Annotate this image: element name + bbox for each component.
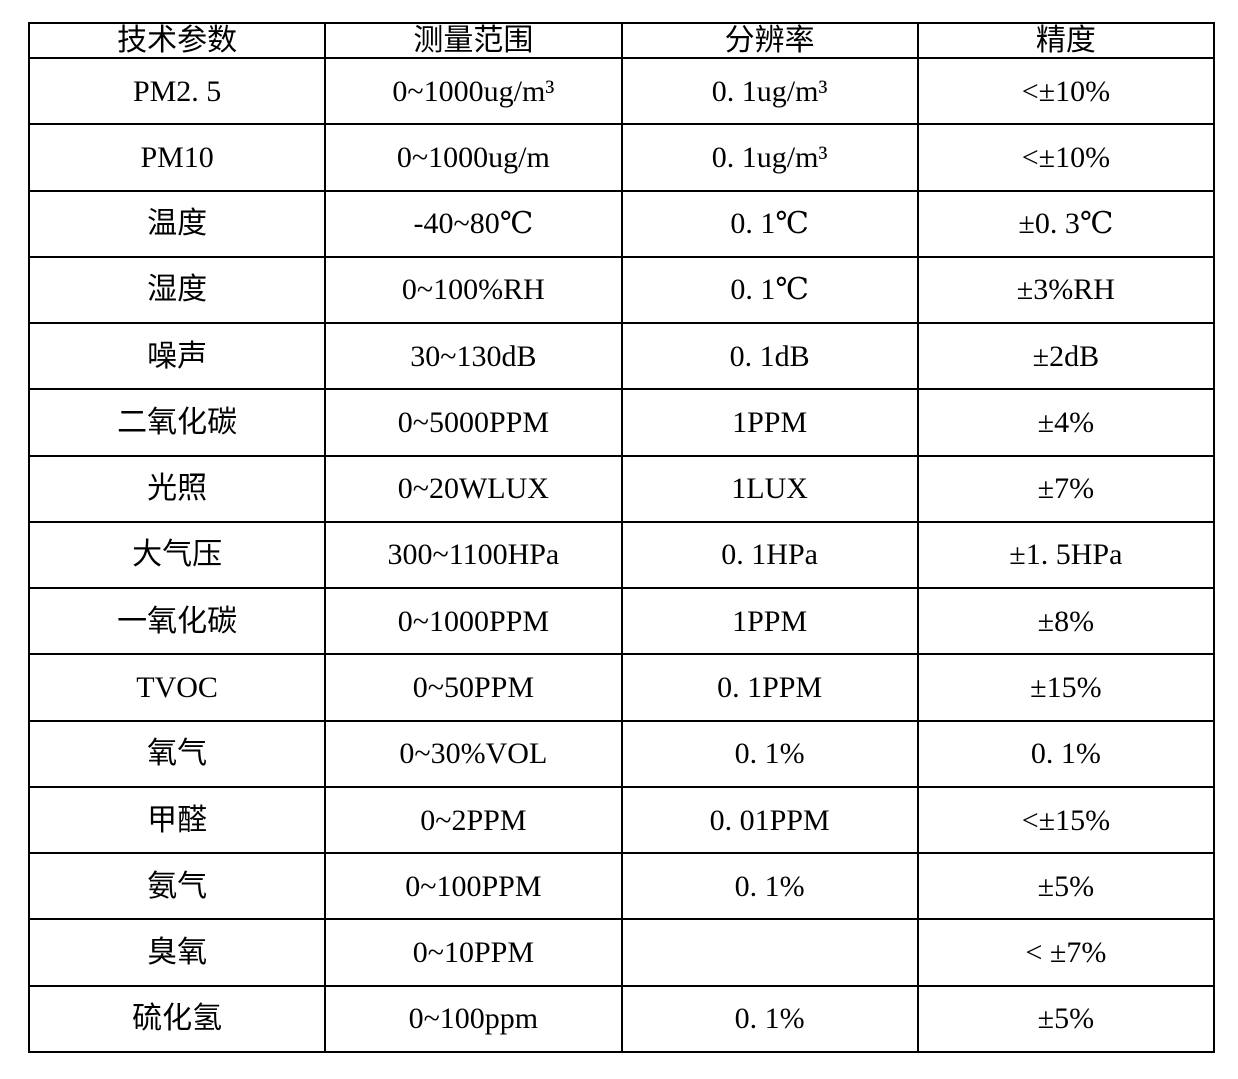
accuracy-cell: ±0. 3℃	[916, 189, 1216, 258]
range-cell: 0~20WLUX	[324, 454, 623, 523]
accuracy-cell: ±1. 5HPa	[916, 520, 1216, 590]
range-cell: 0~5000PPM	[324, 388, 623, 457]
parameter-cell: 一氧化碳	[27, 587, 327, 656]
parameter-cell: 大气压	[27, 520, 327, 590]
resolution-cell: 0. 1℃	[620, 255, 919, 325]
parameter-cell: PM10	[27, 123, 327, 192]
table-row: 湿度 0~100%RH 0. 1℃ ±3%RH	[27, 255, 1216, 325]
range-cell: 0~50PPM	[324, 653, 623, 722]
table-row: 臭氧 0~10PPM < ±7%	[27, 918, 1216, 987]
parameter-cell: TVOC	[27, 653, 327, 722]
range-cell: 30~130dB	[324, 322, 623, 391]
accuracy-cell: ±3%RH	[916, 255, 1216, 325]
sensor-spec-table: 技术参数 测量范围 分辨率 精度 PM2. 5 0~1000ug/m³ 0. 1…	[27, 22, 1216, 1054]
parameter-cell: 氧气	[27, 719, 327, 788]
table-row: 温度 -40~80℃ 0. 1℃ ±0. 3℃	[27, 189, 1216, 258]
range-cell: 0~30%VOL	[324, 719, 623, 788]
table-header: 技术参数 测量范围 分辨率 精度	[27, 22, 1216, 59]
accuracy-cell: ±2dB	[916, 322, 1216, 391]
accuracy-cell: <±15%	[916, 785, 1216, 855]
parameter-cell: PM2. 5	[27, 56, 327, 126]
resolution-cell: 0. 1PPM	[620, 653, 919, 722]
accuracy-cell: ±5%	[916, 984, 1216, 1054]
parameter-cell: 甲醛	[27, 785, 327, 855]
resolution-cell: 0. 1HPa	[620, 520, 919, 590]
resolution-cell: 0. 1%	[620, 984, 919, 1054]
parameter-cell: 氨气	[27, 852, 327, 921]
table-row: 光照 0~20WLUX 1LUX ±7%	[27, 454, 1216, 523]
table-row: 硫化氢 0~100ppm 0. 1% ±5%	[27, 984, 1216, 1054]
header-row: 技术参数 测量范围 分辨率 精度	[27, 22, 1216, 59]
table-row: 一氧化碳 0~1000PPM 1PPM ±8%	[27, 587, 1216, 656]
resolution-cell: 1PPM	[620, 388, 919, 457]
resolution-cell: 1PPM	[620, 587, 919, 656]
parameter-cell: 温度	[27, 189, 327, 258]
range-cell: 0~1000PPM	[324, 587, 623, 656]
parameter-cell: 二氧化碳	[27, 388, 327, 457]
column-header-parameter: 技术参数	[27, 22, 327, 59]
table-row: 噪声 30~130dB 0. 1dB ±2dB	[27, 322, 1216, 391]
column-header-range: 测量范围	[324, 22, 623, 59]
resolution-cell: 0. 01PPM	[620, 785, 919, 855]
resolution-cell: 0. 1dB	[620, 322, 919, 391]
table-row: 氧气 0~30%VOL 0. 1% 0. 1%	[27, 719, 1216, 788]
resolution-cell: 0. 1ug/m³	[620, 56, 919, 126]
range-cell: 0~100PPM	[324, 852, 623, 921]
accuracy-cell: ±7%	[916, 454, 1216, 523]
table-row: 甲醛 0~2PPM 0. 01PPM <±15%	[27, 785, 1216, 855]
accuracy-cell: 0. 1%	[916, 719, 1216, 788]
table-row: PM10 0~1000ug/m 0. 1ug/m³ <±10%	[27, 123, 1216, 192]
accuracy-cell: <±10%	[916, 56, 1216, 126]
column-header-resolution: 分辨率	[620, 22, 919, 59]
range-cell: 0~1000ug/m	[324, 123, 623, 192]
accuracy-cell: ±4%	[916, 388, 1216, 457]
table-row: PM2. 5 0~1000ug/m³ 0. 1ug/m³ <±10%	[27, 56, 1216, 126]
range-cell: -40~80℃	[324, 189, 623, 258]
parameter-cell: 湿度	[27, 255, 327, 325]
range-cell: 0~1000ug/m³	[324, 56, 623, 126]
resolution-cell: 0. 1℃	[620, 189, 919, 258]
column-header-accuracy: 精度	[916, 22, 1216, 59]
resolution-cell	[620, 918, 919, 987]
accuracy-cell: < ±7%	[916, 918, 1216, 987]
parameter-cell: 光照	[27, 454, 327, 523]
accuracy-cell: <±10%	[916, 123, 1216, 192]
table-row: TVOC 0~50PPM 0. 1PPM ±15%	[27, 653, 1216, 722]
accuracy-cell: ±8%	[916, 587, 1216, 656]
parameter-cell: 臭氧	[27, 918, 327, 987]
table-row: 二氧化碳 0~5000PPM 1PPM ±4%	[27, 388, 1216, 457]
range-cell: 300~1100HPa	[324, 520, 623, 590]
resolution-cell: 0. 1ug/m³	[620, 123, 919, 192]
range-cell: 0~2PPM	[324, 785, 623, 855]
parameter-cell: 噪声	[27, 322, 327, 391]
accuracy-cell: ±15%	[916, 653, 1216, 722]
resolution-cell: 1LUX	[620, 454, 919, 523]
range-cell: 0~100ppm	[324, 984, 623, 1054]
resolution-cell: 0. 1%	[620, 719, 919, 788]
table-row: 大气压 300~1100HPa 0. 1HPa ±1. 5HPa	[27, 520, 1216, 590]
accuracy-cell: ±5%	[916, 852, 1216, 921]
range-cell: 0~10PPM	[324, 918, 623, 987]
table-row: 氨气 0~100PPM 0. 1% ±5%	[27, 852, 1216, 921]
parameter-cell: 硫化氢	[27, 984, 327, 1054]
range-cell: 0~100%RH	[324, 255, 623, 325]
table-body: PM2. 5 0~1000ug/m³ 0. 1ug/m³ <±10% PM10 …	[27, 56, 1216, 1054]
resolution-cell: 0. 1%	[620, 852, 919, 921]
